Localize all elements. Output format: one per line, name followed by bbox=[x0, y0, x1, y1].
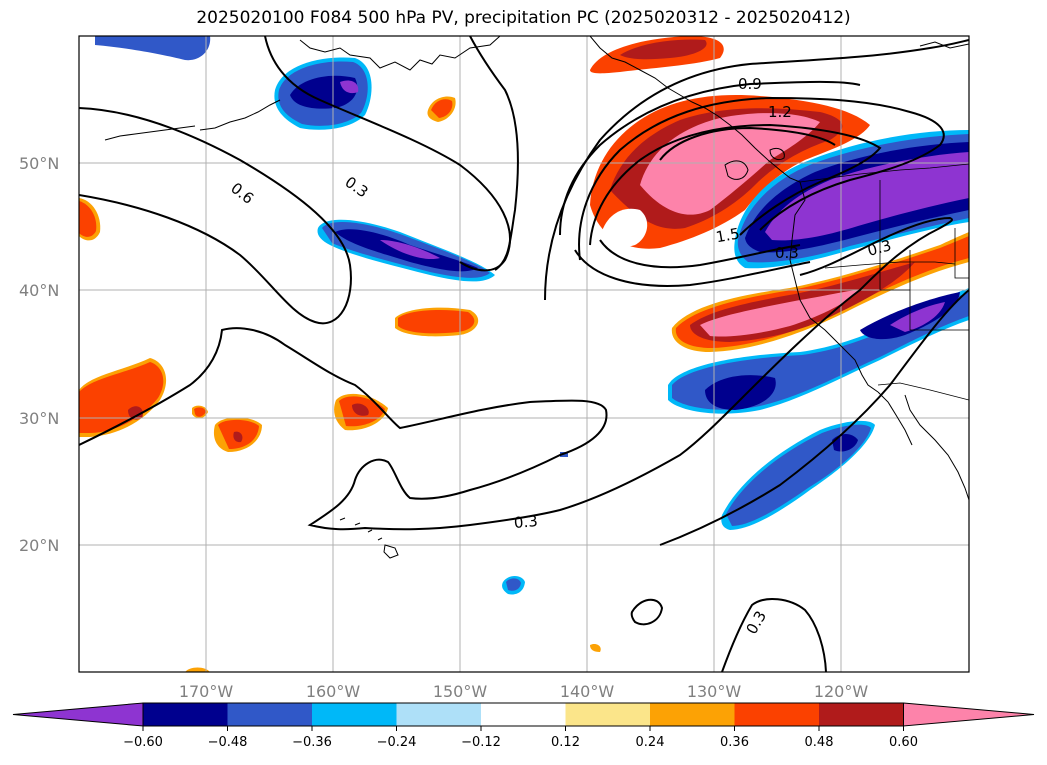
gridlines bbox=[79, 36, 969, 672]
contour-label-0-3-east: 0.3 bbox=[866, 236, 894, 260]
latitude-labels: 50°N 40°N 30°N 20°N bbox=[19, 154, 59, 555]
colorbar-tick-label: −0.12 bbox=[461, 735, 501, 750]
lat-label-30n: 30°N bbox=[19, 409, 59, 428]
colorbar-tick-label: 0.24 bbox=[636, 735, 665, 750]
map-title: 2025020100 F084 500 hPa PV, precipitatio… bbox=[196, 8, 851, 28]
lon-label-170w: 170°W bbox=[179, 682, 234, 701]
colorbar-segment bbox=[396, 703, 482, 726]
colorbar-segment bbox=[565, 703, 651, 726]
colorbar-segment bbox=[312, 703, 397, 726]
colorbar-tick-label: 0.12 bbox=[551, 735, 580, 750]
coastlines bbox=[104, 36, 969, 559]
colorbar-segment bbox=[819, 703, 904, 726]
negative-anomaly-aleutian bbox=[274, 57, 372, 130]
colorbar-segment bbox=[734, 703, 820, 726]
lon-label-120w: 120°W bbox=[814, 682, 869, 701]
contour-label-0-3-south: 0.3 bbox=[513, 512, 538, 532]
colorbar-tick-label: −0.24 bbox=[377, 735, 417, 750]
colorbar-segment bbox=[481, 703, 566, 726]
negative-anomaly-central-pacific bbox=[317, 219, 495, 282]
contour-label-1-5: 1.5 bbox=[714, 224, 741, 246]
contour-label-1-2: 1.2 bbox=[768, 103, 792, 121]
colorbar-tick-label: −0.60 bbox=[123, 735, 163, 750]
lon-label-140w: 140°W bbox=[560, 682, 615, 701]
lon-label-150w: 150°W bbox=[433, 682, 488, 701]
positive-anomaly-small-cells bbox=[79, 96, 601, 672]
negative-anomaly-baja bbox=[668, 288, 969, 414]
negative-anomaly-bering bbox=[95, 36, 211, 61]
longitude-labels: 170°W 160°W 150°W 140°W 130°W 120°W bbox=[179, 682, 869, 701]
lon-label-160w: 160°W bbox=[306, 682, 361, 701]
negative-anomaly-small-cells bbox=[502, 452, 568, 595]
colorbar bbox=[12, 702, 1035, 727]
colorbar-extend-min bbox=[12, 702, 144, 727]
contour-label-0-3-coast: 0.3 bbox=[775, 244, 799, 262]
colorbar-frame bbox=[142, 702, 904, 727]
colorbar-tick-label: −0.48 bbox=[208, 735, 248, 750]
colorbar-tick-label: 0.60 bbox=[889, 735, 918, 750]
plot-frame bbox=[78, 35, 970, 673]
positive-anomaly-alaska-coast bbox=[590, 36, 724, 74]
colorbar-segment bbox=[227, 703, 313, 726]
colorbar-tick-label: 0.36 bbox=[720, 735, 749, 750]
pv-contours bbox=[79, 36, 969, 672]
colorbar-ticks: −0.60 −0.48 −0.36 −0.24 −0.12 0.12 0.24 0.36 0.4… bbox=[123, 726, 918, 750]
lat-label-50n: 50°N bbox=[19, 154, 59, 173]
colorbar-extend-max bbox=[903, 702, 1035, 727]
lat-label-20n: 20°N bbox=[19, 536, 59, 555]
colorbar-segment bbox=[143, 703, 228, 726]
lat-label-40n: 40°N bbox=[19, 281, 59, 300]
contour-label-0-9: 0.9 bbox=[738, 75, 762, 93]
lon-label-130w: 130°W bbox=[687, 682, 742, 701]
colorbar-tick-label: 0.48 bbox=[805, 735, 834, 750]
colorbar-segment bbox=[650, 703, 735, 726]
colorbar-tick-label: −0.36 bbox=[292, 735, 332, 750]
